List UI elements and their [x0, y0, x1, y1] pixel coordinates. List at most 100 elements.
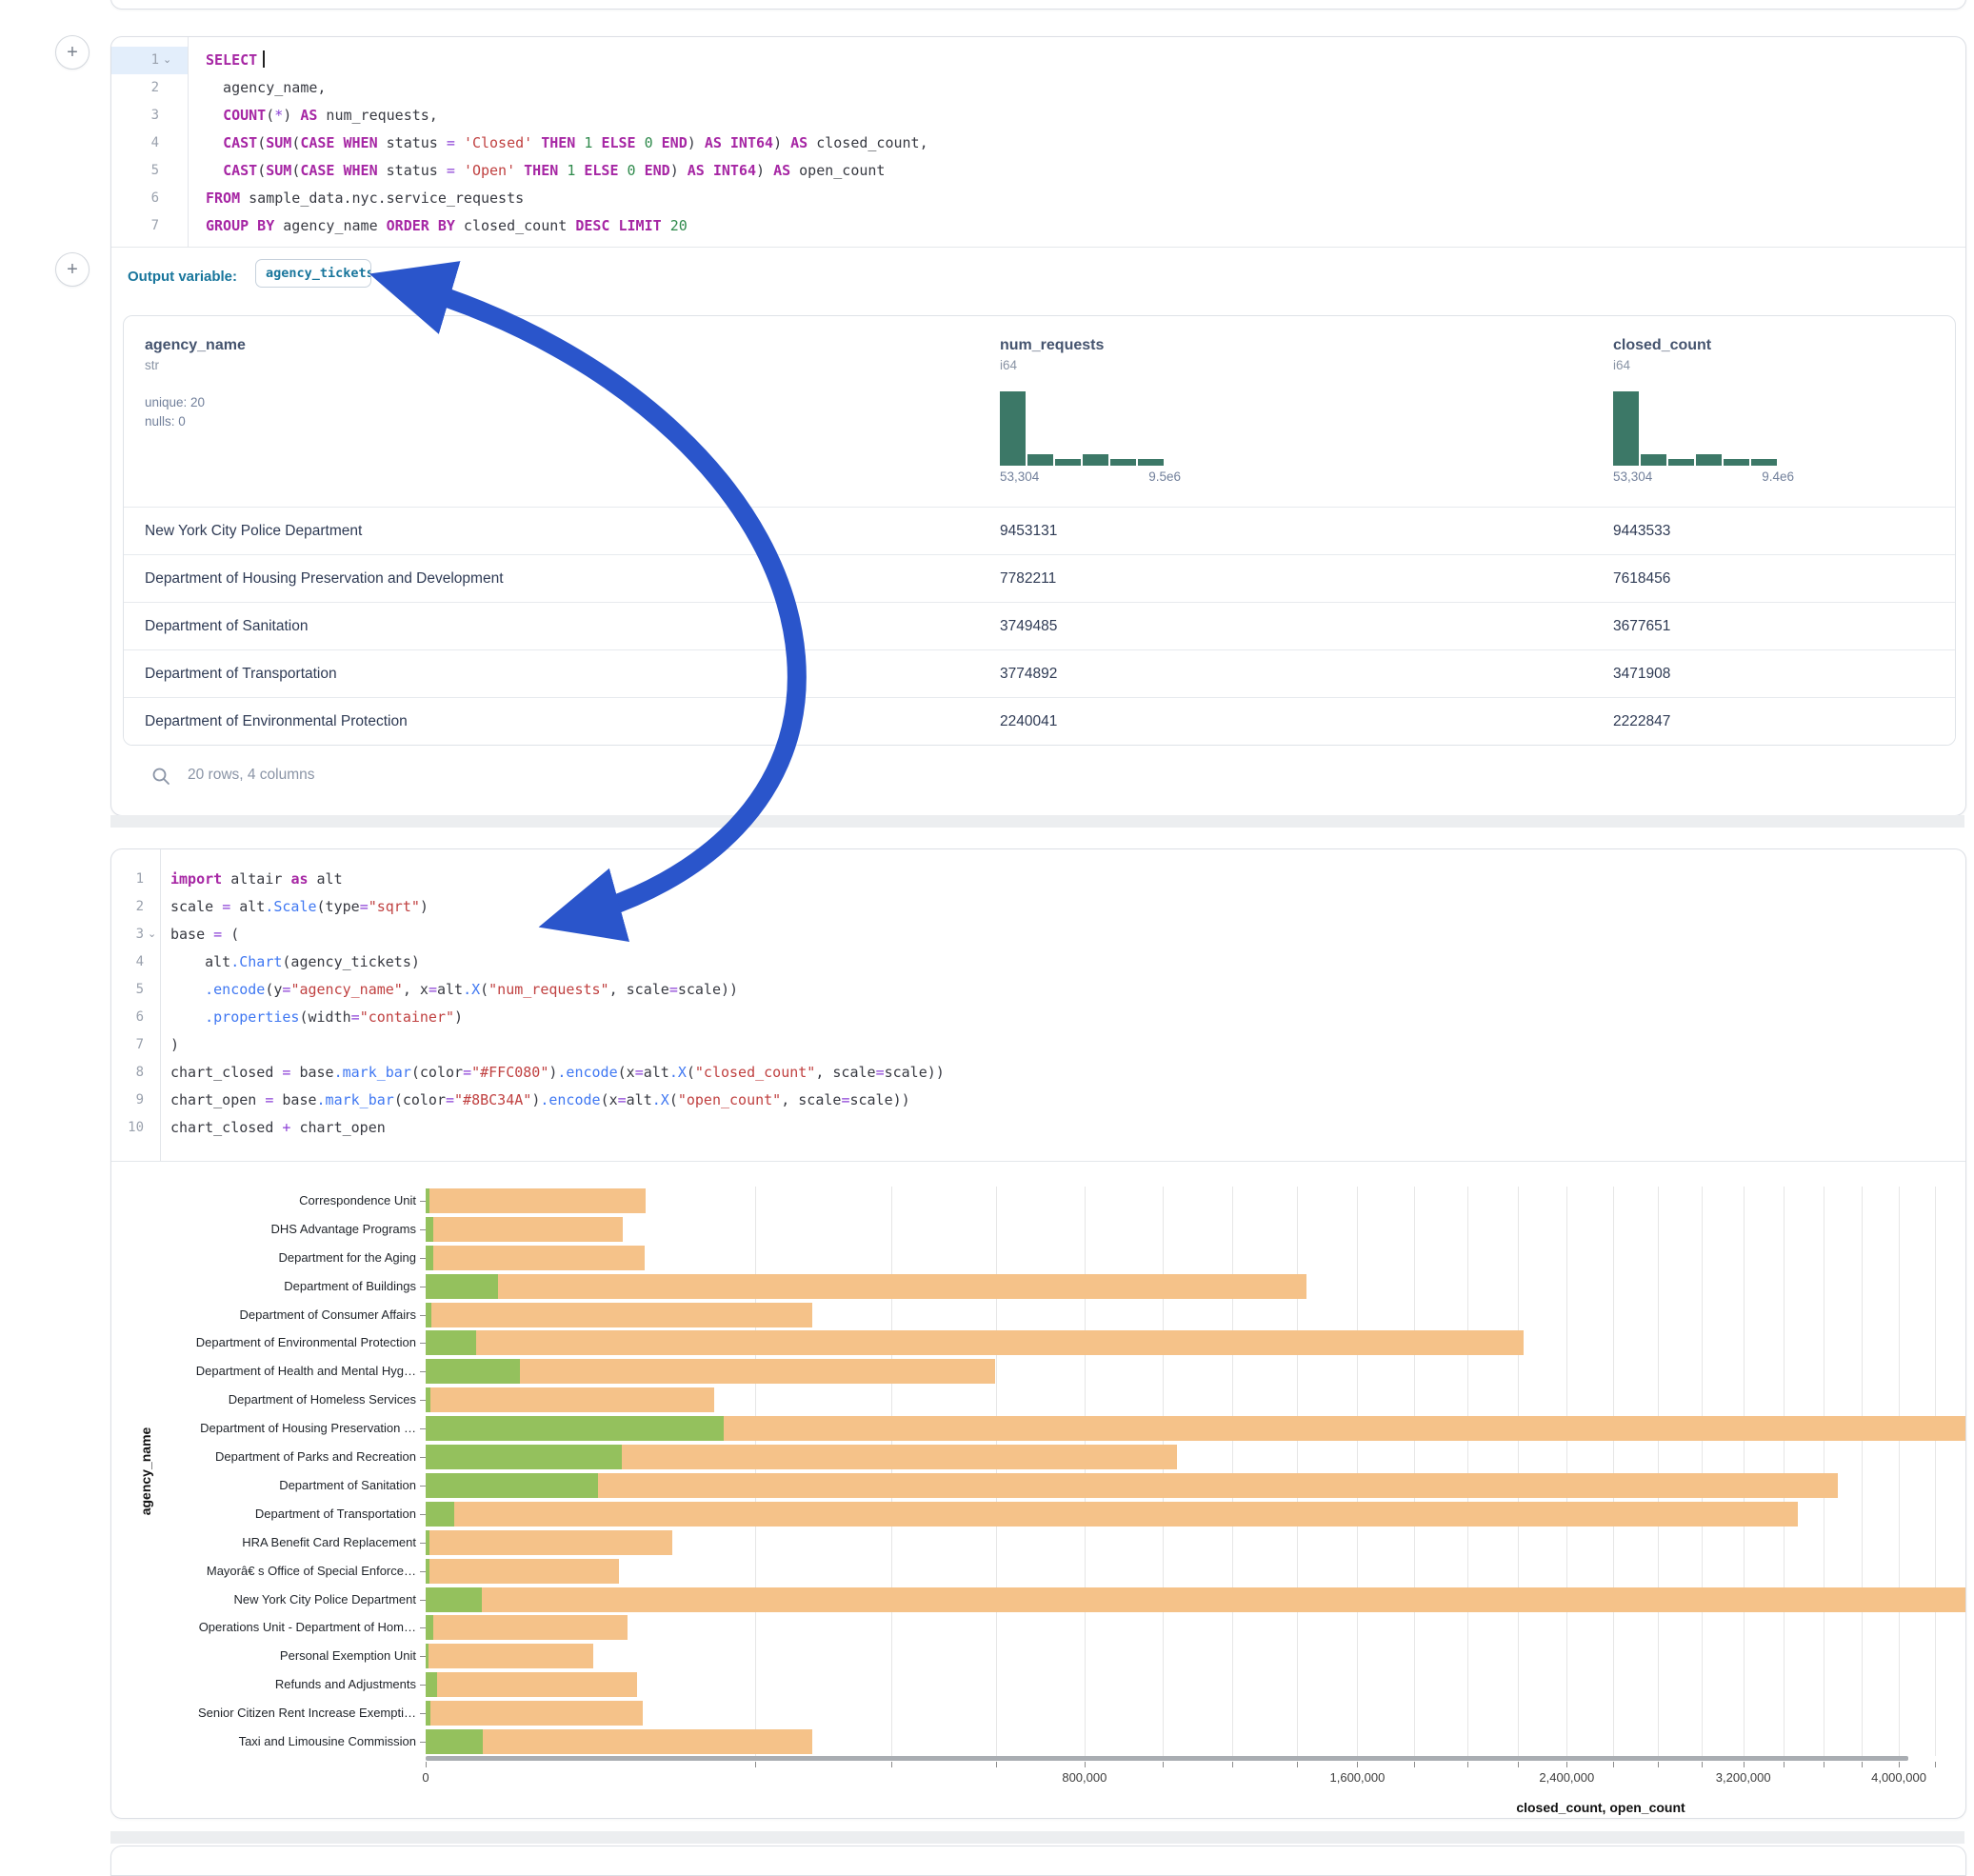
- code-token: AS: [705, 134, 722, 151]
- bar-open_count[interactable]: [426, 1387, 430, 1412]
- code-token: closed_count: [455, 217, 575, 234]
- output-variable-pill[interactable]: agency_tickets: [255, 259, 371, 288]
- bar-closed_count[interactable]: [426, 1729, 812, 1754]
- code-token: (: [669, 1091, 678, 1108]
- code-token: ): [454, 1008, 463, 1026]
- code-token: [705, 162, 713, 179]
- python-editor[interactable]: 123⌄45678910import altair as altscale = …: [111, 849, 1965, 1162]
- bar-closed_count[interactable]: [426, 1188, 646, 1213]
- bar-closed_count[interactable]: [426, 1559, 619, 1584]
- code-token: alt: [309, 870, 343, 888]
- bar-open_count[interactable]: [426, 1217, 433, 1242]
- bar-open_count[interactable]: [426, 1615, 433, 1640]
- bar-closed_count[interactable]: [426, 1615, 628, 1640]
- next-cell-top-edge: [110, 1846, 1966, 1876]
- bar-open_count[interactable]: [426, 1644, 429, 1668]
- bar-open_count[interactable]: [426, 1701, 430, 1726]
- code-token: =: [222, 898, 230, 915]
- code-token: scale)): [885, 1064, 945, 1081]
- column-header-agency_name[interactable]: agency_namestrunique: 20nulls: 0: [145, 316, 246, 507]
- table-cell: 7618456: [1613, 555, 1670, 603]
- bar-closed_count[interactable]: [426, 1473, 1838, 1498]
- bar-closed_count[interactable]: [426, 1502, 1798, 1527]
- bar-open_count[interactable]: [426, 1672, 437, 1697]
- row-count-label: 20 rows, 4 columns: [188, 767, 315, 784]
- table-row[interactable]: Department of Environmental Protection22…: [124, 697, 1955, 746]
- bar-open_count[interactable]: [426, 1502, 454, 1527]
- code-token: =: [351, 1008, 360, 1026]
- code-line: chart_closed + chart_open: [111, 1114, 1965, 1142]
- add-cell-button-top[interactable]: +: [55, 35, 90, 70]
- bar-closed_count[interactable]: [426, 1644, 593, 1668]
- code-token: [334, 162, 343, 179]
- histogram-bar: [1110, 459, 1136, 466]
- x-tick: [891, 1762, 892, 1767]
- bar-open_count[interactable]: [426, 1530, 429, 1555]
- gridline: [996, 1187, 997, 1756]
- code-token: AS: [300, 107, 317, 124]
- table-row[interactable]: New York City Police Department945313194…: [124, 507, 1955, 555]
- bar-closed_count[interactable]: [426, 1246, 645, 1270]
- histogram-bar: [1000, 391, 1026, 466]
- code-token: =: [876, 1064, 885, 1081]
- code-token: ): [420, 898, 429, 915]
- column-name: closed_count: [1613, 316, 1794, 354]
- horizontal-scrollbar[interactable]: [426, 1756, 1908, 1761]
- bar-closed_count[interactable]: [426, 1387, 714, 1412]
- code-token: (color: [411, 1064, 463, 1081]
- code-token: base: [170, 926, 213, 943]
- code-token: base: [273, 1091, 316, 1108]
- bar-closed_count[interactable]: [426, 1274, 1306, 1299]
- bar-open_count[interactable]: [426, 1246, 433, 1270]
- code-token: status: [378, 134, 447, 151]
- search-icon[interactable]: [151, 767, 170, 786]
- bar-closed_count[interactable]: [426, 1303, 812, 1327]
- code-token: SUM: [266, 134, 291, 151]
- table-cell: Department of Housing Preservation and D…: [145, 555, 504, 603]
- code-token: [170, 981, 205, 998]
- bar-closed_count[interactable]: [426, 1701, 643, 1726]
- column-header-num_requests[interactable]: num_requestsi6453,3049.5e6: [1000, 316, 1181, 507]
- bar-open_count[interactable]: [426, 1473, 598, 1498]
- code-token: , scale: [609, 981, 669, 998]
- code-token: 'Closed': [464, 134, 532, 151]
- x-tick: [1784, 1762, 1785, 1767]
- bar-open_count[interactable]: [426, 1729, 483, 1754]
- bar-closed_count[interactable]: [426, 1530, 672, 1555]
- table-row[interactable]: Department of Sanitation37494853677651: [124, 602, 1955, 650]
- bar-open_count[interactable]: [426, 1274, 498, 1299]
- bar-open_count[interactable]: [426, 1359, 520, 1384]
- gridline: [1357, 1187, 1358, 1756]
- code-token: AS: [790, 134, 808, 151]
- code-token: ELSE: [584, 162, 618, 179]
- bar-closed_count[interactable]: [426, 1672, 637, 1697]
- y-axis-label: Department of Sanitation: [121, 1478, 416, 1493]
- x-tick: [1744, 1762, 1745, 1767]
- column-header-closed_count[interactable]: closed_counti6453,3049.4e6: [1613, 316, 1794, 507]
- code-token: =: [447, 134, 455, 151]
- table-cell: 9443533: [1613, 508, 1670, 555]
- table-row[interactable]: Department of Transportation377489234719…: [124, 649, 1955, 698]
- bar-closed_count[interactable]: [426, 1587, 1965, 1612]
- code-token: alt: [170, 953, 230, 970]
- code-token: WHEN: [344, 162, 378, 179]
- bar-open_count[interactable]: [426, 1330, 476, 1355]
- bar-open_count[interactable]: [426, 1416, 724, 1441]
- code-token: "sqrt": [369, 898, 420, 915]
- code-token: [515, 162, 524, 179]
- code-token: (: [291, 134, 300, 151]
- add-cell-button-middle[interactable]: +: [55, 252, 90, 287]
- bar-open_count[interactable]: [426, 1188, 429, 1213]
- code-token: alt: [437, 981, 463, 998]
- bar-closed_count[interactable]: [426, 1217, 623, 1242]
- histogram-bar: [1641, 454, 1666, 466]
- sql-editor[interactable]: 1⌄234567SELECT agency_name, COUNT(*) AS …: [111, 37, 1965, 248]
- table-row[interactable]: Department of Housing Preservation and D…: [124, 554, 1955, 603]
- bar-open_count[interactable]: [426, 1559, 429, 1584]
- bar-closed_count[interactable]: [426, 1330, 1524, 1355]
- code-token: =: [360, 898, 369, 915]
- code-token: .properties: [205, 1008, 299, 1026]
- bar-open_count[interactable]: [426, 1303, 431, 1327]
- bar-open_count[interactable]: [426, 1445, 622, 1469]
- bar-open_count[interactable]: [426, 1587, 482, 1612]
